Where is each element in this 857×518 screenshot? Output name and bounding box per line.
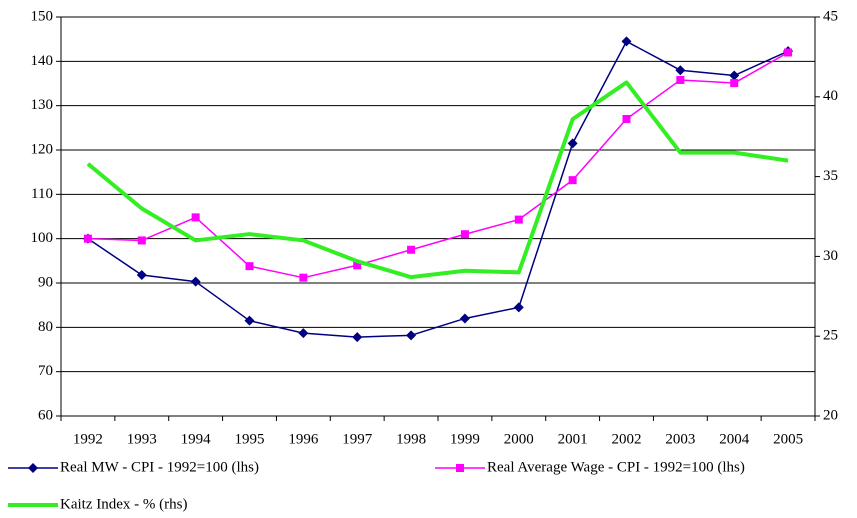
point [513,302,524,313]
series-line [86,80,789,280]
point [244,315,255,326]
point [245,262,254,271]
point [136,270,147,281]
point [406,330,417,341]
x-tick-label: 2000 [504,431,534,447]
y2-tick-label: 20 [823,407,838,423]
x-tick-label: 1994 [181,431,212,447]
y-tick-label: 150 [31,8,54,24]
series-line [87,51,789,279]
y-tick-label: 80 [38,319,53,335]
x-tick-label: 1996 [288,431,319,447]
point [622,114,631,123]
x-tick-label: 1995 [235,431,265,447]
x-tick-label: 2005 [773,431,803,447]
y-tick-label: 110 [31,186,53,202]
point [567,138,578,149]
y-tick-label: 70 [38,363,53,379]
point [621,36,632,47]
point [460,230,469,239]
point [191,213,200,222]
series-line [87,40,789,338]
x-tick-label: 1993 [127,431,157,447]
x-tick-label: 1998 [396,431,426,447]
y-tick-label: 60 [38,407,53,423]
y-tick-label: 100 [31,230,54,246]
point [190,276,201,287]
point [568,176,577,185]
legend-label: Real MW - CPI - 1992=100 (lhs) [60,459,259,475]
x-tick-label: 2001 [558,431,588,447]
y2-tick-label: 25 [823,328,838,344]
x-tick-label: 2003 [665,431,695,447]
point [137,236,146,245]
x-tick-label: 1997 [342,431,373,447]
legend-label: Real Average Wage - CPI - 1992=100 (lhs) [487,459,745,475]
y-tick-label: 130 [31,97,54,113]
point [83,234,92,243]
y-tick-label: 120 [31,141,54,157]
x-tick-label: 2002 [612,431,642,447]
point [676,75,685,84]
y-tick-label: 140 [31,53,54,69]
x-tick-label: 1999 [450,431,480,447]
point [729,70,740,81]
y-tick-label: 90 [38,274,53,290]
x-tick-label: 1992 [73,431,103,447]
point [352,332,363,343]
point [784,48,793,57]
point [353,261,362,270]
y2-tick-label: 30 [823,248,838,264]
legend-swatch [456,464,464,472]
point [730,79,739,88]
legend-label: Kaitz Index - % (rhs) [60,496,187,512]
y2-tick-label: 40 [823,88,838,104]
y2-tick-label: 45 [823,8,838,24]
point [459,313,470,324]
point [675,65,686,76]
legend-swatch [28,463,38,473]
x-tick-label: 2004 [719,431,750,447]
point [298,328,309,339]
point [514,215,523,224]
point [299,273,308,282]
point [407,245,416,254]
y2-tick-label: 35 [823,168,838,184]
